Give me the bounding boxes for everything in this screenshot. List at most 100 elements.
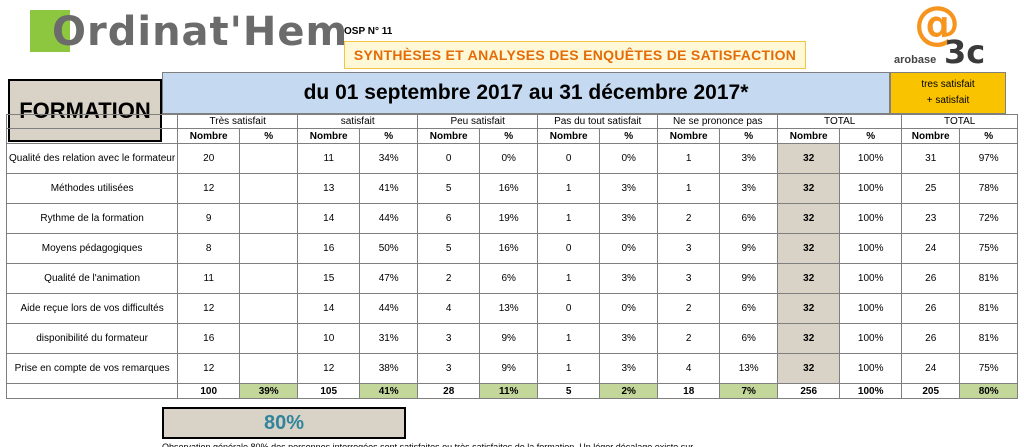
data-cell: 0: [537, 143, 601, 174]
group-header: Pas du tout satisfait: [537, 114, 659, 129]
data-cell: 2: [657, 293, 721, 324]
data-cell: 72%: [959, 203, 1019, 234]
data-cell: 15: [297, 263, 361, 294]
data-cell: 32: [777, 323, 841, 354]
satisfied-combined-header: tres satisfait + satisfait: [890, 72, 1006, 114]
data-cell: 12: [297, 353, 361, 384]
data-cell: 32: [777, 173, 841, 204]
period-banner: du 01 septembre 2017 au 31 décembre 2017…: [162, 72, 890, 114]
sub-header: %: [359, 128, 419, 144]
data-cell: 0%: [599, 143, 659, 174]
group-header: Très satisfait: [177, 114, 299, 129]
data-cell: 100%: [839, 353, 903, 384]
group-header: Ne se prononce pas: [657, 114, 779, 129]
row-label: Qualité de l'animation: [5, 263, 179, 294]
total-cell: 100%: [839, 383, 903, 399]
group-header: Peu satisfait: [417, 114, 539, 129]
data-cell: 100%: [839, 143, 903, 174]
data-cell: 41%: [359, 173, 419, 204]
data-cell: 31: [901, 143, 961, 174]
group-header: TOTAL: [777, 114, 903, 129]
sub-header: %: [839, 128, 903, 144]
data-cell: 6: [417, 203, 481, 234]
data-cell: 4: [657, 353, 721, 384]
data-cell: 20: [177, 143, 241, 174]
data-cell: 32: [777, 203, 841, 234]
total-cell: 11%: [479, 383, 539, 399]
data-cell: [239, 143, 299, 174]
total-cell: 7%: [719, 383, 779, 399]
data-cell: 3: [417, 323, 481, 354]
data-cell: 9%: [479, 353, 539, 384]
data-cell: 9%: [719, 263, 779, 294]
row-label: Aide reçue lors de vos difficultés: [5, 293, 179, 324]
arobase3c-logo: @ arobase 3c: [888, 0, 1018, 70]
footnote: Observation générale 80% des personnes i…: [162, 442, 701, 447]
data-cell: 1: [657, 143, 721, 174]
data-cell: 32: [777, 143, 841, 174]
data-cell: 100%: [839, 203, 903, 234]
data-cell: 13: [297, 173, 361, 204]
data-cell: 3: [657, 263, 721, 294]
data-cell: 11: [177, 263, 241, 294]
data-cell: 24: [901, 353, 961, 384]
data-cell: 47%: [359, 263, 419, 294]
data-cell: 3: [417, 353, 481, 384]
total-cell: 18: [657, 383, 721, 399]
data-cell: 1: [537, 263, 601, 294]
data-cell: 12: [177, 293, 241, 324]
data-cell: 0: [537, 293, 601, 324]
sub-header: Nombre: [297, 128, 361, 144]
data-cell: 19%: [479, 203, 539, 234]
data-cell: 78%: [959, 173, 1019, 204]
data-cell: 32: [777, 353, 841, 384]
data-cell: 44%: [359, 293, 419, 324]
data-cell: 1: [537, 173, 601, 204]
data-cell: 9%: [479, 323, 539, 354]
satisfied-header-line2: + satisfait: [926, 95, 970, 106]
table-row: Qualité de l'animation 11 15 47% 2 6% 1 3% 3 9% 32…: [5, 263, 1019, 294]
total-cell: 5: [537, 383, 601, 399]
totals-row: 100 39% 105 41% 28 11% 5 2% 18 7% 256 100% 205 80%: [5, 383, 1019, 399]
total-cell: 80%: [959, 383, 1019, 399]
sub-header: %: [479, 128, 539, 144]
group-header: TOTAL: [901, 114, 1019, 129]
sub-header: Nombre: [901, 128, 961, 144]
data-cell: 24: [901, 233, 961, 264]
table-row: Rythme de la formation 9 14 44% 6 19% 1 3% 2 6% 32…: [5, 203, 1019, 234]
data-cell: 11: [297, 143, 361, 174]
sub-header: %: [719, 128, 779, 144]
data-cell: 16%: [479, 233, 539, 264]
group-header-row: Très satisfait satisfait Peu satisfait Pas …: [5, 114, 1019, 129]
data-cell: 12: [177, 173, 241, 204]
data-cell: 6%: [719, 203, 779, 234]
data-cell: 44%: [359, 203, 419, 234]
data-cell: 100%: [839, 263, 903, 294]
table-row: Moyens pédagogiques 8 16 50% 5 16% 0 0% 3 9% 32 100…: [5, 233, 1019, 264]
data-cell: 75%: [959, 233, 1019, 264]
data-cell: 23: [901, 203, 961, 234]
data-cell: 97%: [959, 143, 1019, 174]
data-cell: [239, 263, 299, 294]
data-cell: 4: [417, 293, 481, 324]
data-cell: 0%: [599, 293, 659, 324]
data-cell: 16: [297, 233, 361, 264]
data-cell: 13%: [719, 353, 779, 384]
table-row: Qualité des relation avec le formateur 20…: [5, 143, 1019, 174]
data-cell: 26: [901, 293, 961, 324]
data-cell: 10: [297, 323, 361, 354]
data-cell: 100%: [839, 233, 903, 264]
corner-cell: [5, 383, 179, 399]
total-cell: 28: [417, 383, 481, 399]
sub-header: %: [959, 128, 1019, 144]
data-cell: 1: [537, 353, 601, 384]
data-cell: 50%: [359, 233, 419, 264]
total-cell: 256: [777, 383, 841, 399]
data-cell: 9%: [719, 233, 779, 264]
sub-header-row: Nombre% Nombre% Nombre% Nombre% Nombre% Nombr…: [5, 128, 1019, 144]
sub-header: Nombre: [777, 128, 841, 144]
data-cell: 38%: [359, 353, 419, 384]
data-cell: 32: [777, 263, 841, 294]
data-cell: 3%: [599, 263, 659, 294]
row-label: Rythme de la formation: [5, 203, 179, 234]
